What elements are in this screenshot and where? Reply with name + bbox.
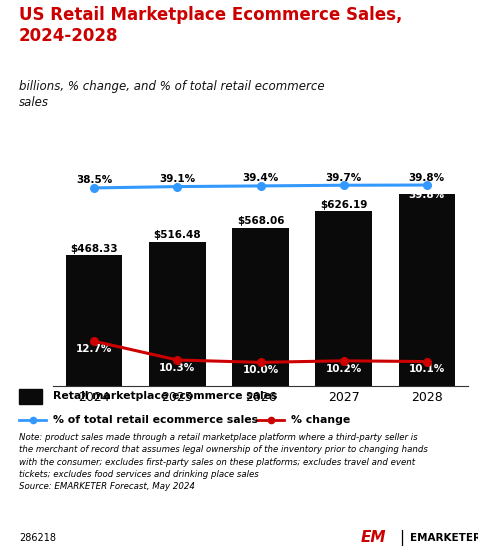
Text: $689.29: $689.29 — [403, 182, 450, 192]
Text: 10.1%: 10.1% — [409, 364, 445, 374]
Text: 10.2%: 10.2% — [326, 364, 362, 374]
Text: 10.3%: 10.3% — [159, 363, 196, 373]
Text: $468.33: $468.33 — [70, 244, 118, 254]
Bar — [149, 242, 206, 386]
Bar — [315, 211, 372, 386]
Text: Note: product sales made through a retail marketplace platform where a third-par: Note: product sales made through a retai… — [19, 433, 428, 491]
Text: $516.48: $516.48 — [153, 230, 201, 240]
Text: US Retail Marketplace Ecommerce Sales,
2024-2028: US Retail Marketplace Ecommerce Sales, 2… — [19, 6, 402, 45]
Text: 39.8%: 39.8% — [409, 173, 445, 183]
Bar — [399, 194, 455, 386]
Text: 286218: 286218 — [19, 533, 56, 543]
Text: Retail marketplace ecommerce sales: Retail marketplace ecommerce sales — [53, 391, 277, 401]
Bar — [66, 256, 122, 386]
Text: 39.8%: 39.8% — [409, 190, 445, 200]
Text: 12.7%: 12.7% — [76, 344, 112, 354]
Text: $568.06: $568.06 — [237, 216, 284, 226]
Bar — [19, 389, 42, 404]
Text: 39.4%: 39.4% — [242, 173, 279, 183]
Text: billions, % change, and % of total retail ecommerce
sales: billions, % change, and % of total retai… — [19, 80, 325, 109]
Text: % change: % change — [291, 415, 350, 426]
Text: |: | — [399, 530, 404, 545]
Text: EM: EM — [360, 530, 386, 545]
Text: EMARKETER: EMARKETER — [410, 533, 478, 543]
Text: 39.1%: 39.1% — [159, 174, 196, 184]
Bar — [232, 227, 289, 386]
Text: 39.7%: 39.7% — [326, 173, 362, 183]
Text: 38.5%: 38.5% — [76, 176, 112, 185]
Text: $626.19: $626.19 — [320, 200, 368, 210]
Text: 10.0%: 10.0% — [242, 365, 279, 375]
Text: % of total retail ecommerce sales: % of total retail ecommerce sales — [53, 415, 258, 426]
